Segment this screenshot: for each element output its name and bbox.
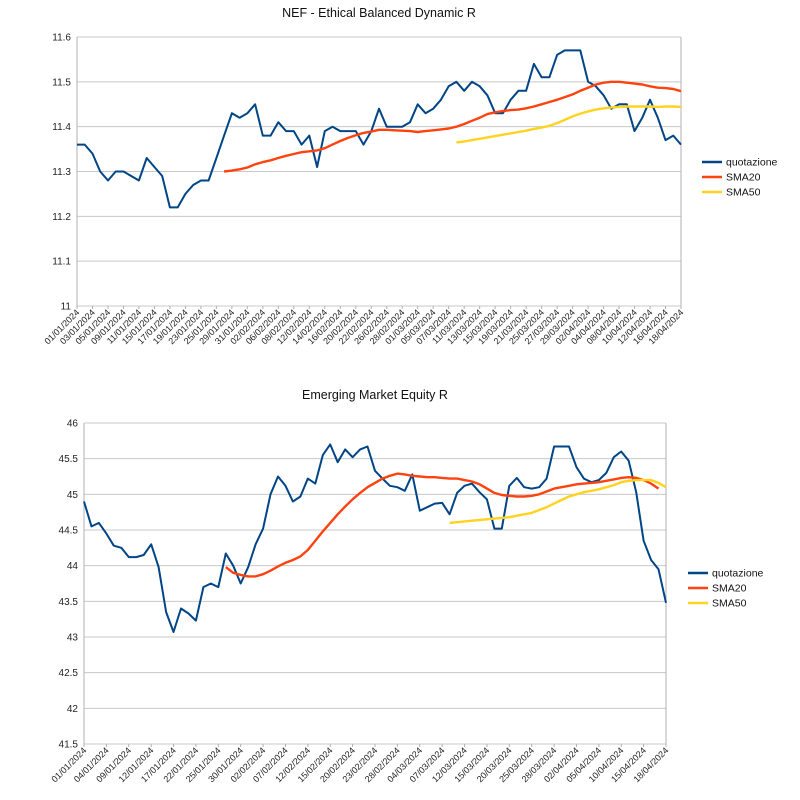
chart2-y-tick-label: 42.5	[59, 668, 79, 679]
chart-ethical-balanced-svg: NEF - Ethical Balanced Dynamic R 11 11.1 11…	[42, 6, 778, 346]
chart1-legend-label: SMA50	[726, 187, 761, 199]
chart1-y-tick-label: 11.5	[52, 77, 71, 88]
chart2-legend-label: SMA50	[712, 598, 747, 610]
chart1-series-quotazione	[77, 49, 682, 209]
chart2-y-tick-label: 41.5	[59, 740, 79, 751]
chart2-legend-label: quotazione	[712, 568, 764, 580]
chart1-y-tick-label: 11	[61, 302, 72, 313]
chart2-title: Emerging Market Equity R	[302, 388, 448, 402]
chart-emerging-market-svg: Emerging Market Equity R 41.5 42 42.5 43 43.5…	[49, 388, 764, 784]
chart2-y-tick-label: 43.5	[59, 597, 79, 608]
chart2-y-tick-label: 45	[67, 490, 79, 501]
chart2-series-sma20	[225, 472, 660, 578]
chart1-y-tick-label: 11.1	[52, 257, 71, 268]
chart2-y-tick-label: 46	[67, 419, 79, 430]
chart2-legend-label: SMA20	[712, 583, 747, 595]
chart2-y-tick-label: 45.5	[59, 454, 79, 465]
chart2-y-tick-label: 44.5	[59, 526, 79, 537]
chart2-y-tick-label: 42	[67, 704, 79, 715]
chart2-series-sma50	[449, 478, 667, 525]
chart1-y-tick-label: 11.3	[52, 167, 71, 178]
chart1-y-tick-label: 11.6	[52, 33, 71, 44]
chart2-series-quotazione	[83, 443, 667, 633]
chart1-y-tick-label: 11.2	[52, 212, 71, 223]
chart1-y-tick-label: 11.4	[52, 122, 71, 133]
chart1-series-sma50	[456, 105, 682, 144]
chart1-legend-label: SMA20	[726, 172, 761, 184]
chart-emerging-market: Emerging Market Equity R 41.5 42 42.5 43 43.5…	[0, 380, 800, 800]
chart2-y-tick-label: 43	[67, 633, 79, 644]
chart1-title: NEF - Ethical Balanced Dynamic R	[282, 6, 476, 20]
chart1-legend-label: quotazione	[726, 157, 778, 169]
chart-ethical-balanced: NEF - Ethical Balanced Dynamic R 11 11.1 11…	[0, 0, 800, 395]
chart1-series-sma20	[223, 80, 682, 173]
chart2-y-tick-label: 44	[67, 561, 79, 572]
